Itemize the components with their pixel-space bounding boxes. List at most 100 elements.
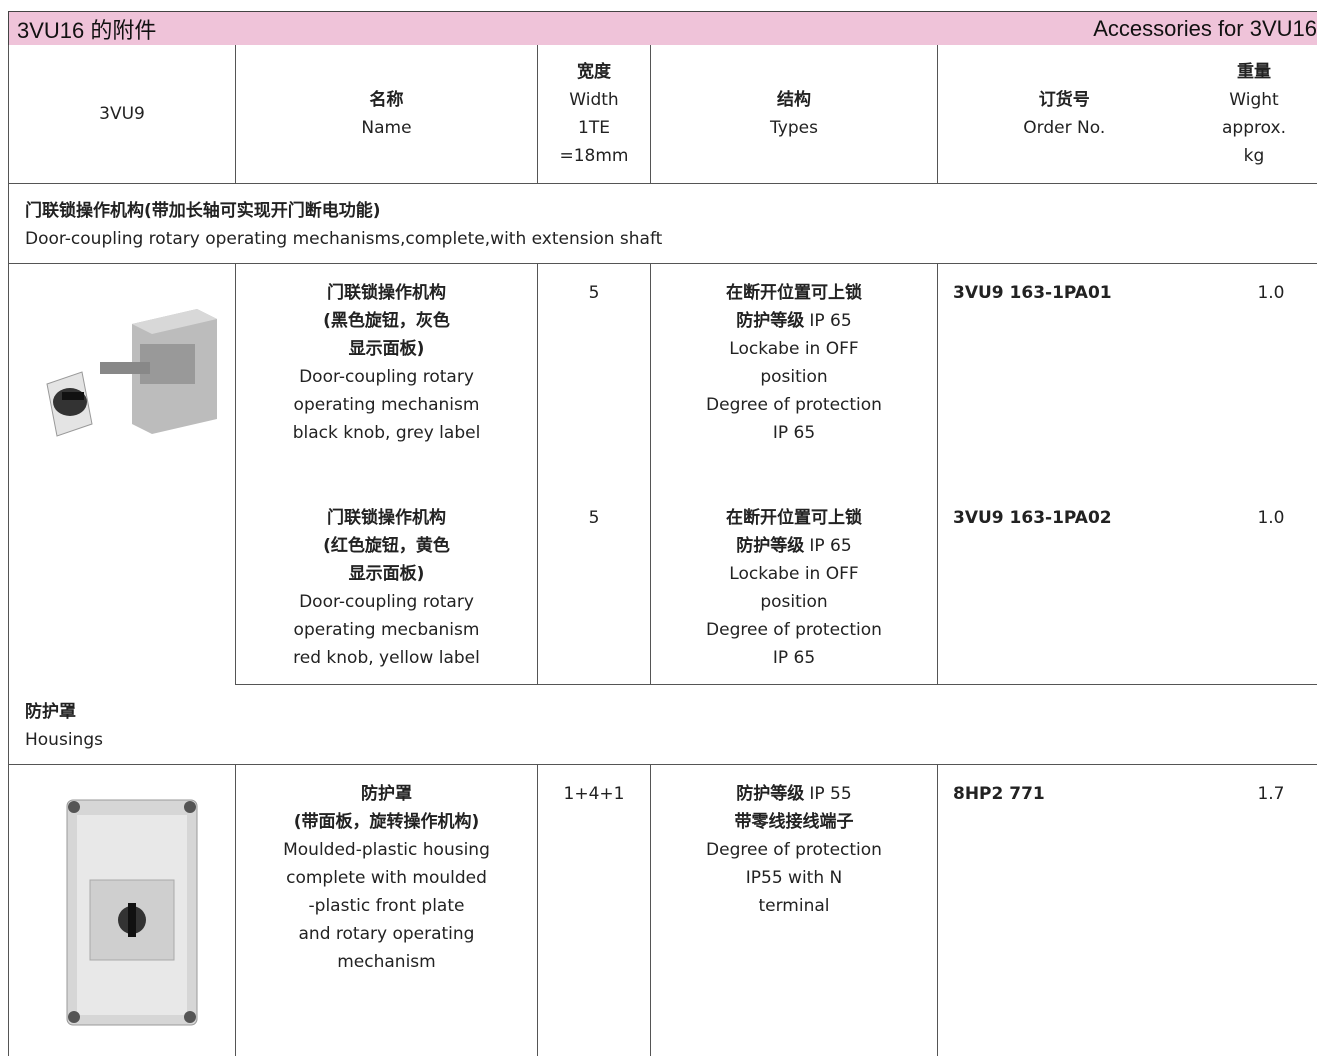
bold-text: (带面板，旋转操作机构) [294, 812, 480, 832]
text-line: operating mecbanism [236, 616, 537, 644]
text: and rotary operating [299, 924, 475, 944]
bold-text: 订货号 [1039, 90, 1090, 110]
text: red knob, yellow label [293, 648, 480, 668]
bold-text: 在断开位置可上锁 [726, 508, 862, 528]
text-line: 在断开位置可上锁 [651, 279, 937, 307]
text-line: 结构 [651, 86, 937, 114]
text-line: kg [1191, 142, 1317, 170]
bold-text: 名称 [370, 90, 404, 110]
document: 3VU16 的附件 Accessories for 3VU16 3VU9 名称 Na… [8, 11, 1317, 1056]
text: mechanism [337, 952, 435, 972]
text: operating mecbanism [294, 620, 480, 640]
image-cell [9, 264, 236, 685]
bold-text: 显示面板) [349, 339, 425, 359]
text-line: approx. [1191, 114, 1317, 142]
text: Types [770, 118, 818, 138]
text-line: (黑色旋钮，灰色 [236, 307, 537, 335]
header-bar: 3VU16 的附件 Accessories for 3VU16 [8, 11, 1317, 45]
text: 1TE [578, 118, 610, 138]
item-row: 防护罩 (带面板，旋转操作机构) Moulded-plastic housing co… [9, 765, 1317, 1056]
text-line: 带零线接线端子 [651, 808, 937, 836]
text: IP 65 [809, 311, 851, 331]
section-row: 门联锁操作机构(带加长轴可实现开门断电功能)Door-coupling rota… [9, 184, 1317, 264]
text: Name [361, 118, 411, 138]
text: Moulded-plastic housing [283, 840, 490, 860]
text: 3VU9 [99, 104, 145, 124]
header-cell: 3VU9 [9, 45, 236, 184]
text-line: Name [236, 114, 537, 142]
bold-text: 显示面板) [349, 564, 425, 584]
bold-text: 在断开位置可上锁 [726, 283, 862, 303]
text-line: Door-coupling rotary [236, 588, 537, 616]
text-line: position [651, 588, 937, 616]
text: terminal [758, 896, 829, 916]
text: Wight [1229, 90, 1278, 110]
text: Width [569, 90, 618, 110]
text: IP 65 [773, 648, 815, 668]
product-image [22, 785, 222, 1035]
text: Degree of protection [706, 620, 882, 640]
order-no: 3VU9 163-1PA02 [953, 504, 1191, 532]
order-no: 3VU9 163-1PA01 [953, 279, 1191, 307]
width-value: 5 [538, 279, 650, 307]
text: IP 65 [809, 536, 851, 556]
text-line: operating mechanism [236, 391, 537, 419]
name-cell: 门联锁操作机构 (黑色旋钮，灰色显示面板) Door-coupling rotary… [236, 264, 538, 490]
text-line: IP 65 [651, 644, 937, 672]
bold-text: 结构 [777, 90, 811, 110]
text-line: Lockabe in OFF [651, 560, 937, 588]
text-line: Degree of protection [651, 616, 937, 644]
title-cn: 3VU16 的附件 [17, 13, 156, 45]
text-line: 重量 [1191, 58, 1317, 86]
text-line: (带面板，旋转操作机构) [236, 808, 537, 836]
text-line: 显示面板) [236, 335, 537, 363]
text: Order No. [1023, 118, 1105, 138]
order-cell: 3VU9 163-1PA02 [938, 489, 1191, 685]
weight-cell: 1.7 [1191, 765, 1317, 1056]
text: Lockabe in OFF [729, 564, 858, 584]
text-line: IP 65 [651, 419, 937, 447]
text: =18mm [560, 146, 629, 166]
text-line: Door-coupling rotary [236, 363, 537, 391]
order-no: 8HP2 771 [953, 780, 1191, 808]
text-line: complete with moulded [236, 864, 537, 892]
text-line: 3VU9 [9, 100, 235, 128]
text-line: terminal [651, 892, 937, 920]
text: IP 65 [773, 423, 815, 443]
weight-value: 1.7 [1191, 780, 1285, 808]
text-line: red knob, yellow label [236, 644, 537, 672]
section-title-en: Housings [25, 726, 1302, 754]
name-cell: 门联锁操作机构 (红色旋钮，黄色显示面板) Door-coupling rotary… [236, 489, 538, 685]
text: Degree of protection [706, 840, 882, 860]
text-line: -plastic front plate [236, 892, 537, 920]
text-line: (红色旋钮，黄色 [236, 532, 537, 560]
bold-text: 防护等级 [736, 784, 804, 804]
text: position [760, 367, 827, 387]
bold-text: 门联锁操作机构 [327, 508, 446, 528]
bold-text: (红色旋钮，黄色 [323, 536, 450, 556]
header-cell: 结构 Types [651, 45, 938, 184]
bold-text: 门联锁操作机构 [327, 283, 446, 303]
text-line: 订货号 [938, 86, 1191, 114]
bold-text: 防护罩 [361, 784, 412, 804]
text-line: 门联锁操作机构 [236, 504, 537, 532]
text: IP55 with N [746, 868, 843, 888]
header-cell: 重量 Wight approx.kg [1191, 45, 1317, 184]
text-line: Moulded-plastic housing [236, 836, 537, 864]
text: complete with moulded [286, 868, 487, 888]
text: Lockabe in OFF [729, 339, 858, 359]
name-cell: 防护罩 (带面板，旋转操作机构) Moulded-plastic housing co… [236, 765, 538, 1056]
header-cell: 订货号 Order No. [938, 45, 1191, 184]
order-cell: 8HP2 771 [938, 765, 1191, 1056]
text: Degree of protection [706, 395, 882, 415]
text: Door-coupling rotary [299, 592, 474, 612]
